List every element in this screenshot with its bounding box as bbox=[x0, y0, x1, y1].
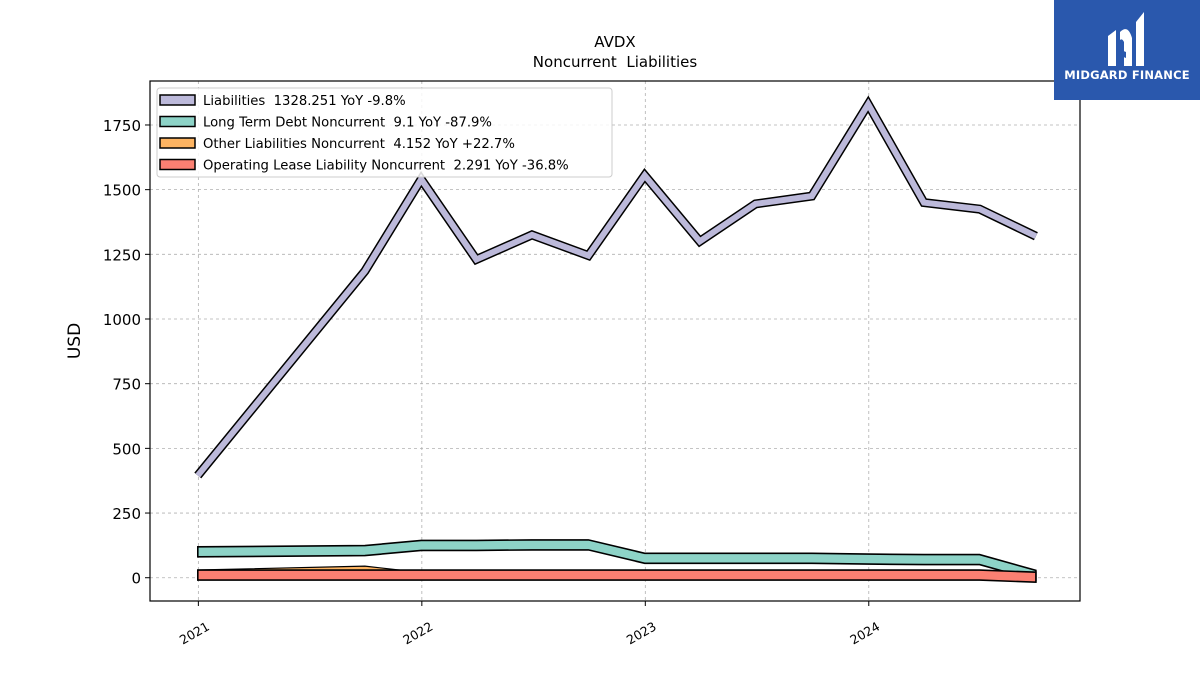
legend-label: Liabilities 1328.251 YoY -9.8% bbox=[203, 94, 406, 109]
y-tick-label: 1750 bbox=[103, 117, 141, 135]
x-tick-label: 2022 bbox=[400, 619, 435, 648]
legend-swatch bbox=[159, 115, 196, 128]
legend-label: Other Liabilities Noncurrent 4.152 YoY +… bbox=[203, 137, 515, 152]
brand-logo: MIDGARD FINANCE bbox=[1054, 0, 1200, 100]
legend-swatch bbox=[159, 137, 196, 149]
y-axis-label: USD bbox=[65, 323, 85, 359]
x-tick-label: 2024 bbox=[847, 619, 882, 648]
chart-subtitle: Noncurrent Liabilities bbox=[533, 53, 698, 71]
logo-text: MIDGARD FINANCE bbox=[1064, 68, 1190, 82]
plot-frame bbox=[149, 80, 1081, 602]
y-tick-label: 250 bbox=[112, 505, 141, 523]
y-tick-label: 0 bbox=[131, 570, 141, 588]
plot-area bbox=[194, 95, 1038, 584]
legend-label: Operating Lease Liability Noncurrent 2.2… bbox=[203, 159, 569, 174]
legend: Liabilities 1328.251 YoY -9.8% Long Term … bbox=[156, 87, 613, 178]
x-tick-label: 2023 bbox=[624, 619, 659, 648]
legend-box bbox=[156, 87, 613, 178]
y-tick-label: 1250 bbox=[103, 246, 141, 264]
legend-swatch bbox=[159, 158, 196, 171]
chart-title: AVDX bbox=[594, 33, 635, 51]
legend-label: Long Term Debt Noncurrent 9.1 YoY -87.9% bbox=[203, 116, 492, 131]
x-tick-label: 2021 bbox=[177, 619, 212, 648]
y-tick-label: 1000 bbox=[103, 311, 141, 329]
logo-mark-icon bbox=[1108, 12, 1144, 66]
x-axis-ticks: 2021 2022 2023 2024 bbox=[177, 601, 882, 648]
y-tick-label: 500 bbox=[112, 440, 141, 458]
operating-lease-liability-noncurrent-series bbox=[197, 569, 1037, 584]
liabilities-series bbox=[195, 98, 1038, 478]
legend-swatch bbox=[159, 94, 196, 106]
y-axis-ticks: 0 250 500 750 1000 1250 1500 1750 bbox=[103, 117, 150, 588]
y-tick-label: 1500 bbox=[103, 182, 141, 200]
y-tick-label: 750 bbox=[112, 376, 141, 394]
